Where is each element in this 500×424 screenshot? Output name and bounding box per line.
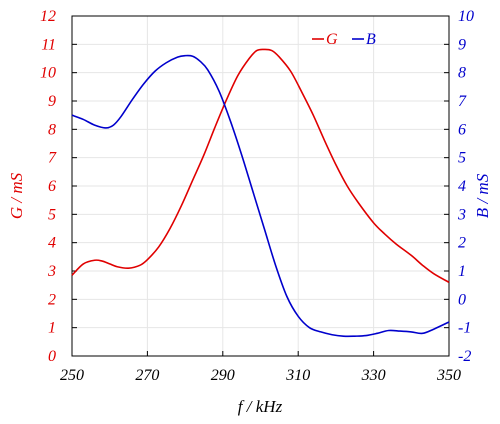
series-layer	[71, 48, 450, 338]
right-tick-label: -2	[458, 348, 471, 365]
left-tick-label: 7	[48, 150, 57, 167]
left-tick-label: 8	[48, 121, 56, 138]
right-tick-label: 6	[458, 121, 466, 138]
right-tick-label: 1	[458, 263, 466, 280]
left-tick-label: 4	[48, 235, 56, 252]
left-tick-label: 5	[48, 206, 56, 223]
x-tick-label: 250	[60, 367, 84, 384]
right-tick-label: 3	[457, 206, 466, 223]
y-axis-title-left: G / mS	[7, 172, 26, 219]
left-tick-label: 11	[41, 36, 56, 53]
grid-lines	[71, 15, 450, 357]
series-line-G	[71, 48, 450, 284]
x-tick-label: 310	[285, 367, 310, 384]
left-tick-label: 10	[40, 65, 56, 82]
y-axis-title-right: B / mS	[473, 173, 492, 218]
x-tick-label: 350	[436, 367, 461, 384]
right-tick-label: 0	[458, 291, 466, 308]
right-tick-label: 8	[458, 65, 466, 82]
left-tick-label: 1	[48, 320, 56, 337]
left-tick-label: 0	[48, 348, 56, 365]
right-tick-label: 2	[458, 235, 466, 252]
right-tick-label: -1	[458, 320, 471, 337]
left-tick-label: 9	[48, 93, 56, 110]
right-tick-label: 9	[458, 36, 466, 53]
left-tick-label: 2	[48, 291, 56, 308]
series-line-B	[71, 54, 450, 338]
right-tick-label: 7	[458, 93, 467, 110]
left-tick-label: 12	[40, 8, 56, 25]
x-tick-label: 330	[361, 367, 386, 384]
right-tick-label: 10	[458, 8, 474, 25]
legend-label-G: G	[326, 31, 338, 48]
left-tick-label: 6	[48, 178, 56, 195]
x-axis-title: f / kHz	[238, 397, 283, 416]
left-tick-label: 3	[47, 263, 56, 280]
x-tick-label: 290	[211, 367, 235, 384]
x-tick-label: 270	[135, 367, 159, 384]
right-tick-label: 5	[458, 150, 466, 167]
legend-label-B: B	[366, 31, 376, 48]
right-tick-label: 4	[458, 178, 466, 195]
x-axis: 250 270 290 310 330 350	[60, 351, 461, 384]
right-y-axis: -2 -1 0 1 2 3 4 5 6 7 8 9 10	[444, 8, 474, 365]
